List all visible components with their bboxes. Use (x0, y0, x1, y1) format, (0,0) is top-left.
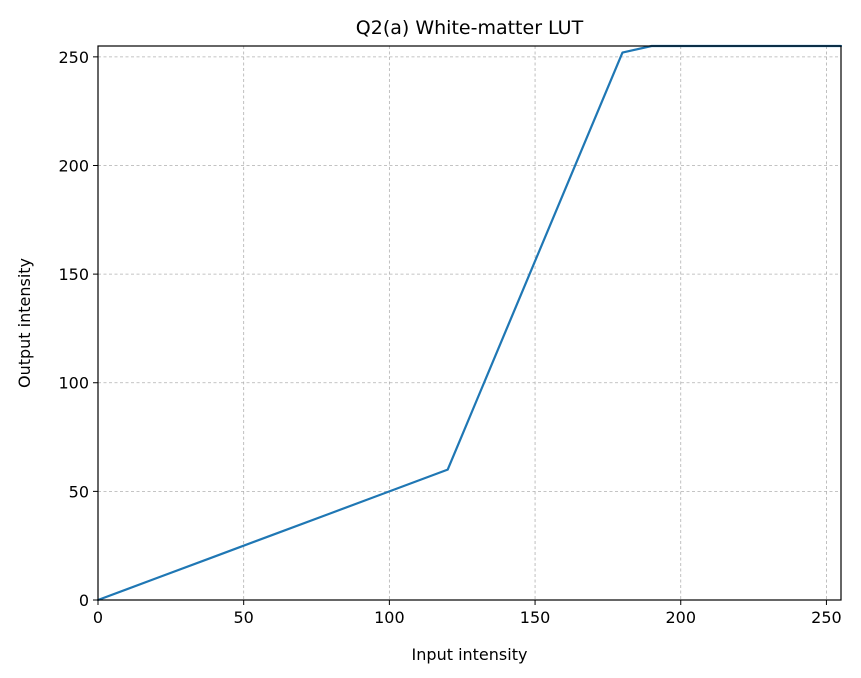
y-tick-label: 0 (79, 591, 89, 610)
x-tick-label: 50 (234, 608, 254, 627)
x-tick-label: 100 (374, 608, 405, 627)
x-tick-label: 250 (811, 608, 842, 627)
y-tick-label: 50 (69, 482, 89, 501)
x-tick-label: 150 (520, 608, 551, 627)
y-tick-label: 200 (58, 156, 89, 175)
y-tick-label: 100 (58, 374, 89, 393)
chart-title: Q2(a) White-matter LUT (356, 17, 584, 39)
ticks: 0 50 100 150 200 250 0 50 100 150 200 250 (58, 48, 841, 627)
grid (97, 46, 841, 601)
series-layer (96, 44, 843, 602)
x-tick-label: 200 (665, 608, 696, 627)
series-line (96, 44, 843, 602)
x-tick-label: 0 (93, 608, 103, 627)
x-axis-label: Input intensity (412, 645, 528, 664)
y-axis-label: Output intensity (15, 258, 34, 388)
y-tick-label: 150 (58, 265, 89, 284)
y-tick-label: 250 (58, 48, 89, 67)
plot-frame (97, 45, 842, 601)
